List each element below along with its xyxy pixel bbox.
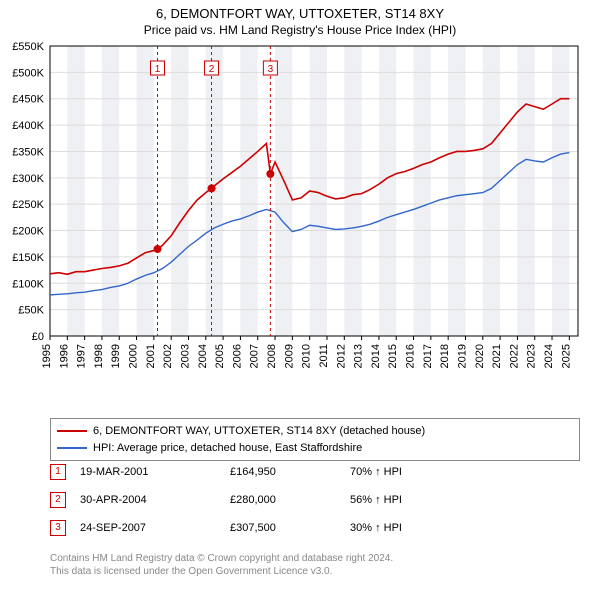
event-date: 30-APR-2004 <box>80 495 230 506</box>
attribution-line2: This data is licensed under the Open Gov… <box>50 565 580 578</box>
chart-plot-area: £0£50K£100K£150K£200K£250K£300K£350K£400… <box>50 44 580 374</box>
svg-text:2018: 2018 <box>439 344 451 368</box>
event-price: £164,950 <box>230 467 350 478</box>
svg-text:2004: 2004 <box>197 344 209 368</box>
legend-box: 6, DEMONTFORT WAY, UTTOXETER, ST14 8XY (… <box>50 418 580 461</box>
svg-text:2: 2 <box>209 64 215 75</box>
svg-text:2003: 2003 <box>179 344 191 368</box>
svg-text:2021: 2021 <box>491 344 503 368</box>
event-date: 19-MAR-2001 <box>80 467 230 478</box>
svg-text:£300K: £300K <box>12 173 44 185</box>
svg-text:1996: 1996 <box>58 344 70 368</box>
legend-swatch-property <box>57 430 87 432</box>
legend-swatch-hpi <box>57 447 87 449</box>
chart-container: 6, DEMONTFORT WAY, UTTOXETER, ST14 8XY P… <box>0 0 600 590</box>
svg-text:£400K: £400K <box>12 120 44 132</box>
svg-text:1: 1 <box>155 64 161 75</box>
svg-text:2023: 2023 <box>526 344 538 368</box>
svg-text:2022: 2022 <box>508 344 520 368</box>
svg-text:2008: 2008 <box>266 344 278 368</box>
svg-text:2009: 2009 <box>283 344 295 368</box>
event-pct: 56% ↑ HPI <box>350 495 402 506</box>
svg-text:£200K: £200K <box>12 226 44 238</box>
svg-text:£250K: £250K <box>12 199 44 211</box>
events-list: 1 19-MAR-2001£164,95070% ↑ HPI 2 30-APR-200… <box>50 464 580 548</box>
svg-text:2006: 2006 <box>231 344 243 368</box>
chart-subtitle: Price paid vs. HM Land Registry's House … <box>0 21 600 37</box>
svg-text:2013: 2013 <box>353 344 365 368</box>
chart-title: 6, DEMONTFORT WAY, UTTOXETER, ST14 8XY <box>0 0 600 21</box>
svg-text:2017: 2017 <box>422 344 434 368</box>
event-pct: 30% ↑ HPI <box>350 523 402 534</box>
svg-text:£100K: £100K <box>12 278 44 290</box>
event-marker-2: 2 <box>50 492 66 508</box>
attribution: Contains HM Land Registry data © Crown c… <box>50 552 580 578</box>
svg-text:3: 3 <box>268 64 274 75</box>
chart-svg: £0£50K£100K£150K£200K£250K£300K£350K£400… <box>50 44 580 374</box>
svg-text:£150K: £150K <box>12 252 44 264</box>
svg-text:£350K: £350K <box>12 146 44 158</box>
svg-text:2011: 2011 <box>318 344 330 368</box>
svg-text:1995: 1995 <box>41 344 53 368</box>
svg-text:2020: 2020 <box>474 344 486 368</box>
svg-text:£450K: £450K <box>12 94 44 106</box>
svg-text:2012: 2012 <box>335 344 347 368</box>
svg-text:2019: 2019 <box>456 344 468 368</box>
event-date: 24-SEP-2007 <box>80 523 230 534</box>
svg-text:2025: 2025 <box>560 344 572 368</box>
svg-text:1999: 1999 <box>110 344 122 368</box>
svg-text:2014: 2014 <box>370 344 382 368</box>
svg-text:2015: 2015 <box>387 344 399 368</box>
svg-text:2005: 2005 <box>214 344 226 368</box>
legend-label-hpi: HPI: Average price, detached house, East… <box>93 440 362 457</box>
svg-text:1997: 1997 <box>76 344 88 368</box>
event-marker-1: 1 <box>50 464 66 480</box>
svg-text:2024: 2024 <box>543 344 555 368</box>
svg-text:2010: 2010 <box>301 344 313 368</box>
event-row: 1 19-MAR-2001£164,95070% ↑ HPI <box>50 464 580 480</box>
legend-row-property: 6, DEMONTFORT WAY, UTTOXETER, ST14 8XY (… <box>57 423 573 440</box>
svg-text:2016: 2016 <box>405 344 417 368</box>
attribution-line1: Contains HM Land Registry data © Crown c… <box>50 552 580 565</box>
svg-text:2007: 2007 <box>249 344 261 368</box>
svg-text:2002: 2002 <box>162 344 174 368</box>
event-marker-3: 3 <box>50 520 66 536</box>
event-price: £280,000 <box>230 495 350 506</box>
event-price: £307,500 <box>230 523 350 534</box>
svg-text:2001: 2001 <box>145 344 157 368</box>
legend-label-property: 6, DEMONTFORT WAY, UTTOXETER, ST14 8XY (… <box>93 423 425 440</box>
svg-text:2000: 2000 <box>128 344 140 368</box>
event-row: 2 30-APR-2004£280,00056% ↑ HPI <box>50 492 580 508</box>
svg-text:£550K: £550K <box>12 41 44 53</box>
svg-text:£500K: £500K <box>12 67 44 79</box>
svg-text:1998: 1998 <box>93 344 105 368</box>
legend-row-hpi: HPI: Average price, detached house, East… <box>57 440 573 457</box>
event-pct: 70% ↑ HPI <box>350 467 402 478</box>
event-row: 3 24-SEP-2007£307,50030% ↑ HPI <box>50 520 580 536</box>
svg-text:£0: £0 <box>32 331 44 343</box>
svg-text:£50K: £50K <box>18 305 44 317</box>
